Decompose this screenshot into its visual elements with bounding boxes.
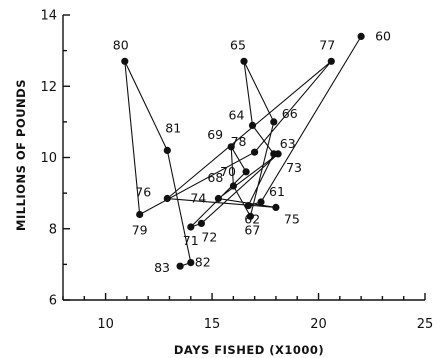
data-point — [248, 121, 257, 129]
data-point — [244, 202, 252, 210]
point-label: 76 — [135, 185, 151, 200]
data-point — [229, 182, 237, 190]
series-line — [124, 36, 362, 267]
point-label: 65 — [230, 37, 246, 52]
point-label: 83 — [154, 260, 170, 275]
data-point — [257, 198, 265, 206]
data-point — [274, 150, 282, 158]
point-label: 63 — [280, 136, 296, 151]
point-label: 64 — [229, 107, 245, 122]
y-tick-label: 14 — [40, 9, 57, 24]
y-axis-title: MILLIONS OF POUNDS — [14, 79, 28, 231]
point-label: 69 — [207, 127, 223, 142]
data-point — [163, 194, 171, 203]
series-lines — [124, 36, 362, 267]
y-tick-label: 10 — [40, 151, 57, 166]
x-tick-label: 10 — [97, 317, 114, 332]
point-label: 74 — [190, 191, 206, 206]
point-label: 82 — [195, 255, 211, 270]
data-point — [327, 57, 335, 65]
x-axis-title: DAYS FISHED (X1000) — [174, 343, 324, 357]
point-label: 62 — [244, 212, 260, 227]
point-label: 78 — [231, 134, 247, 149]
x-tick-label: 15 — [204, 317, 221, 332]
data-point — [227, 143, 235, 151]
data-point — [136, 210, 144, 219]
data-point — [251, 148, 259, 156]
point-label: 68 — [207, 170, 223, 185]
data-point — [187, 259, 195, 267]
point-label: 61 — [269, 184, 285, 199]
point-label: 73 — [286, 160, 302, 175]
point-label: 72 — [201, 229, 217, 244]
y-tick-label: 6 — [49, 294, 57, 309]
point-label: 80 — [113, 37, 129, 52]
data-point — [187, 223, 195, 231]
data-points — [121, 32, 365, 270]
data-point — [121, 57, 129, 65]
data-point — [242, 168, 250, 176]
y-tick-label: 12 — [40, 80, 57, 95]
point-label: 77 — [319, 37, 335, 52]
y-tick-label: 8 — [49, 222, 57, 237]
data-point — [214, 194, 222, 203]
data-point — [176, 262, 184, 270]
point-label: 67 — [244, 222, 260, 237]
point-label: 70 — [220, 164, 236, 179]
point-label: 66 — [282, 106, 298, 121]
data-point — [240, 57, 248, 65]
data-point — [163, 146, 171, 154]
point-label: 75 — [284, 211, 300, 226]
data-point — [272, 203, 280, 211]
data-point — [197, 219, 205, 227]
data-point — [270, 118, 278, 126]
point-label: 71 — [183, 233, 199, 248]
point-label: 81 — [165, 120, 181, 135]
point-label: 60 — [375, 28, 391, 43]
x-tick-label: 20 — [310, 317, 327, 332]
data-point — [357, 32, 365, 41]
x-tick-label: 25 — [417, 317, 434, 332]
point-labels: 60 61 62 63 64 65 66 67 68 69 70 71 72 73 74 75 76 77 78 79… — [113, 28, 391, 275]
data-point — [246, 212, 254, 220]
point-label: 79 — [132, 223, 148, 238]
